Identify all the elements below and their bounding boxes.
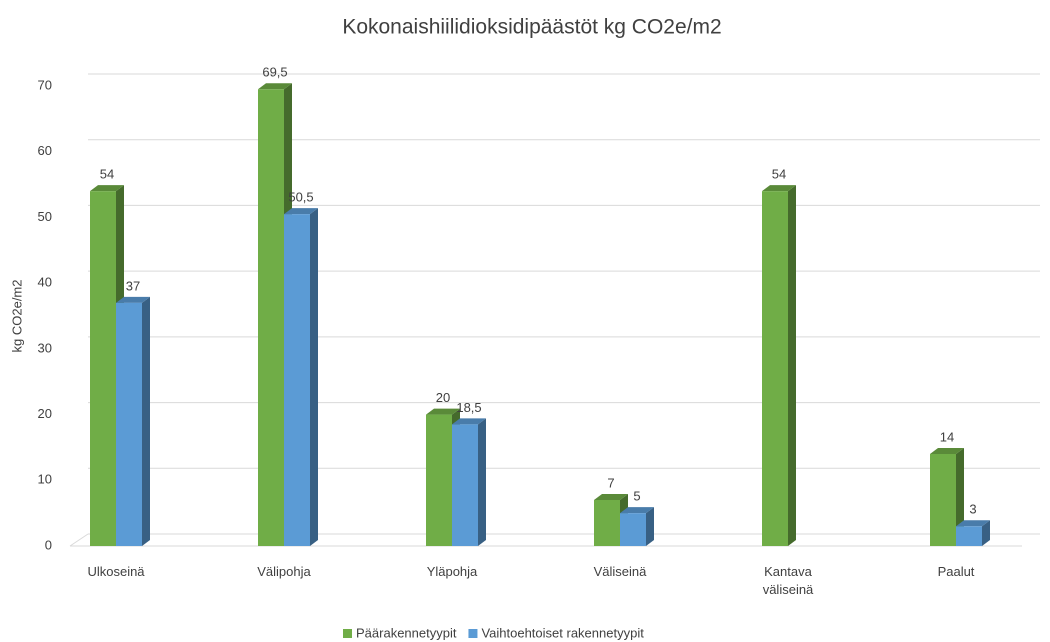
y-tick-label: 70 — [38, 77, 52, 92]
bar-face — [284, 208, 318, 215]
bar-face — [90, 185, 124, 192]
bar-face — [258, 89, 284, 547]
x-tick-label: Kantava väliseinä — [762, 564, 814, 597]
floor-edge — [69, 533, 89, 547]
bar-face — [426, 408, 460, 415]
y-tick-label: 50 — [38, 209, 52, 224]
data-label: 14 — [940, 429, 954, 444]
bar-face — [478, 418, 486, 546]
bar-face — [142, 296, 150, 546]
y-tick-label: 60 — [38, 143, 52, 158]
bar-face — [956, 448, 964, 546]
bar-face — [930, 448, 964, 454]
bar — [762, 185, 796, 546]
bar-face — [284, 214, 310, 546]
bar-face — [452, 424, 478, 546]
x-tick-label: Väliseinä — [593, 564, 647, 579]
bar-face — [620, 507, 654, 514]
bar-face — [452, 418, 486, 425]
bar — [116, 296, 150, 546]
bar — [594, 494, 628, 546]
bar-face — [426, 414, 452, 546]
data-label: 20 — [436, 390, 450, 405]
x-tick-label: Ulkoseinä — [87, 564, 145, 579]
bar-face — [982, 520, 990, 546]
bar-face — [762, 191, 788, 546]
legend-label: Vaihtoehtoiset rakennetyypit — [481, 625, 644, 640]
y-tick-label: 20 — [38, 406, 52, 421]
bar — [284, 208, 318, 546]
data-label: 69,5 — [262, 65, 287, 80]
bar-face — [646, 507, 654, 546]
bar-face — [116, 296, 150, 303]
bar-face — [258, 83, 292, 90]
bar — [930, 448, 964, 546]
bar-face — [762, 185, 796, 192]
bar-face — [310, 208, 318, 546]
data-label: 54 — [772, 167, 786, 182]
bar-face — [788, 185, 796, 546]
x-tick-label: Yläpohja — [426, 564, 478, 579]
bar-face — [956, 520, 990, 527]
legend-label: Päärakennetyypit — [356, 625, 457, 640]
x-tick-label: Paalut — [937, 564, 975, 579]
x-tick-label: Välipohja — [257, 564, 311, 579]
data-label: 5 — [633, 489, 640, 504]
bar-face — [594, 500, 620, 546]
bar-face — [90, 191, 116, 546]
bar-face — [930, 454, 956, 546]
bar-face — [116, 302, 142, 546]
y-tick-label: 10 — [38, 472, 52, 487]
legend-swatch — [343, 629, 352, 638]
bar-face — [594, 494, 628, 500]
data-label: 3 — [969, 502, 976, 517]
y-axis-label: kg CO2e/m2 — [9, 280, 24, 353]
y-tick-label: 30 — [38, 340, 52, 355]
data-label: 54 — [100, 167, 114, 182]
bar-face — [620, 513, 646, 546]
data-label: 7 — [607, 475, 614, 490]
bar — [956, 520, 990, 546]
bar — [452, 418, 486, 546]
bar — [620, 507, 654, 546]
chart-title: Kokonaishiilidioksidipäästöt kg CO2e/m2 — [342, 16, 721, 39]
bar-face — [956, 526, 982, 546]
data-label: 18,5 — [456, 400, 481, 415]
y-tick-label: 40 — [38, 275, 52, 290]
legend-swatch — [468, 629, 478, 638]
y-tick-label: 0 — [45, 537, 52, 552]
data-label: 50,5 — [288, 190, 313, 205]
data-label: 37 — [126, 278, 140, 293]
